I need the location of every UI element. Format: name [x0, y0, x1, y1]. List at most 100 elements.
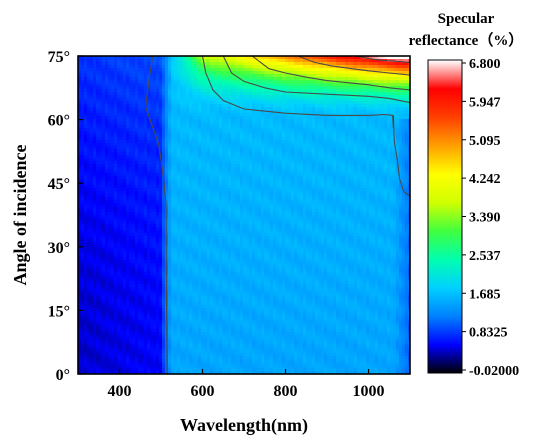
heatmap-cell: [87, 224, 91, 228]
heatmap-cell: [96, 179, 100, 183]
heatmap-cell: [102, 326, 106, 330]
heatmap-cell: [93, 203, 97, 207]
heatmap-cell: [93, 173, 97, 177]
heatmap-cell: [84, 239, 88, 243]
heatmap-cell: [96, 188, 100, 192]
heatmap-cell: [87, 95, 91, 99]
heatmap-cell: [105, 104, 109, 108]
heatmap-cell: [87, 362, 91, 366]
heatmap-cell: [90, 56, 94, 60]
heatmap-cell: [87, 188, 91, 192]
heatmap-cell: [84, 149, 88, 153]
heatmap-cell: [78, 209, 82, 213]
heatmap-cell: [96, 218, 100, 222]
heatmap-cell: [105, 182, 109, 186]
heatmap-cell: [81, 347, 85, 351]
heatmap-cell: [87, 305, 91, 309]
heatmap-cell: [93, 305, 97, 309]
heatmap-cell: [90, 179, 94, 183]
heatmap-cell: [99, 164, 103, 168]
heatmap-cell: [93, 278, 97, 282]
heatmap-cell: [87, 227, 91, 231]
heatmap-cell: [78, 59, 82, 63]
heatmap-cell: [105, 110, 109, 114]
heatmap-cell: [84, 101, 88, 105]
heatmap-cell: [102, 356, 106, 360]
heatmap-cell: [81, 77, 85, 81]
heatmap-cell: [78, 302, 82, 306]
heatmap-cell: [90, 119, 94, 123]
heatmap-cell: [102, 116, 106, 120]
heatmap-cell: [78, 305, 82, 309]
heatmap-cell: [87, 350, 91, 354]
heatmap-cell: [87, 272, 91, 276]
heatmap-cell: [90, 311, 94, 315]
heatmap-cell: [87, 236, 91, 240]
heatmap-cell: [81, 314, 85, 318]
heatmap-cell: [96, 353, 100, 357]
heatmap-cell: [93, 254, 97, 258]
heatmap-cell: [93, 89, 97, 93]
heatmap-cell: [105, 218, 109, 222]
heatmap-cell: [102, 143, 106, 147]
heatmap-cell: [102, 236, 106, 240]
heatmap-cell: [93, 125, 97, 129]
heatmap-cell: [96, 281, 100, 285]
heatmap-cell: [78, 191, 82, 195]
heatmap-cell: [87, 77, 91, 81]
heatmap-cell: [90, 83, 94, 87]
heatmap-cell: [78, 161, 82, 165]
heatmap-cell: [105, 173, 109, 177]
heatmap-cell: [105, 350, 109, 354]
heatmap-cell: [102, 131, 106, 135]
heatmap-cell: [84, 338, 88, 342]
heatmap-cell: [99, 275, 103, 279]
heatmap-cell: [87, 221, 91, 225]
heatmap-cell: [99, 95, 103, 99]
heatmap-cell: [90, 212, 94, 216]
heatmap-cell: [93, 185, 97, 189]
heatmap-cell: [81, 320, 85, 324]
heatmap-cell: [90, 230, 94, 234]
heatmap-cell: [90, 305, 94, 309]
heatmap-cell: [105, 140, 109, 144]
heatmap-cell: [93, 320, 97, 324]
heatmap-cell: [78, 92, 82, 96]
heatmap-cell: [78, 293, 82, 297]
heatmap-cell: [93, 62, 97, 66]
heatmap-cell: [96, 320, 100, 324]
heatmap-cell: [84, 368, 88, 372]
heatmap-cell: [87, 92, 91, 96]
heatmap-cell: [99, 86, 103, 90]
heatmap-cell: [81, 98, 85, 102]
heatmap-cell: [90, 218, 94, 222]
heatmap-cell: [78, 299, 82, 303]
heatmap-cell: [78, 218, 82, 222]
heatmap-cell: [81, 275, 85, 279]
heatmap-cell: [99, 359, 103, 363]
heatmap-cell: [87, 170, 91, 174]
heatmap-cell: [78, 146, 82, 150]
heatmap-cell: [102, 209, 106, 213]
heatmap-cell: [81, 131, 85, 135]
heatmap-cell: [78, 86, 82, 90]
heatmap-cell: [96, 182, 100, 186]
heatmap-cell: [84, 143, 88, 147]
heatmap-cell: [90, 236, 94, 240]
heatmap-cell: [102, 107, 106, 111]
heatmap-cell: [78, 353, 82, 357]
heatmap-cell: [105, 344, 109, 348]
heatmap-cell: [84, 296, 88, 300]
heatmap-cell: [87, 278, 91, 282]
heatmap-cell: [78, 221, 82, 225]
heatmap-cell: [78, 365, 82, 369]
heatmap-cell: [96, 338, 100, 342]
heatmap-cell: [93, 236, 97, 240]
heatmap-cell: [93, 137, 97, 141]
heatmap-cell: [99, 317, 103, 321]
heatmap-cell: [81, 362, 85, 366]
heatmap-cell: [90, 110, 94, 114]
heatmap-cell: [81, 170, 85, 174]
heatmap-cell: [96, 92, 100, 96]
heatmap-cell: [87, 266, 91, 270]
